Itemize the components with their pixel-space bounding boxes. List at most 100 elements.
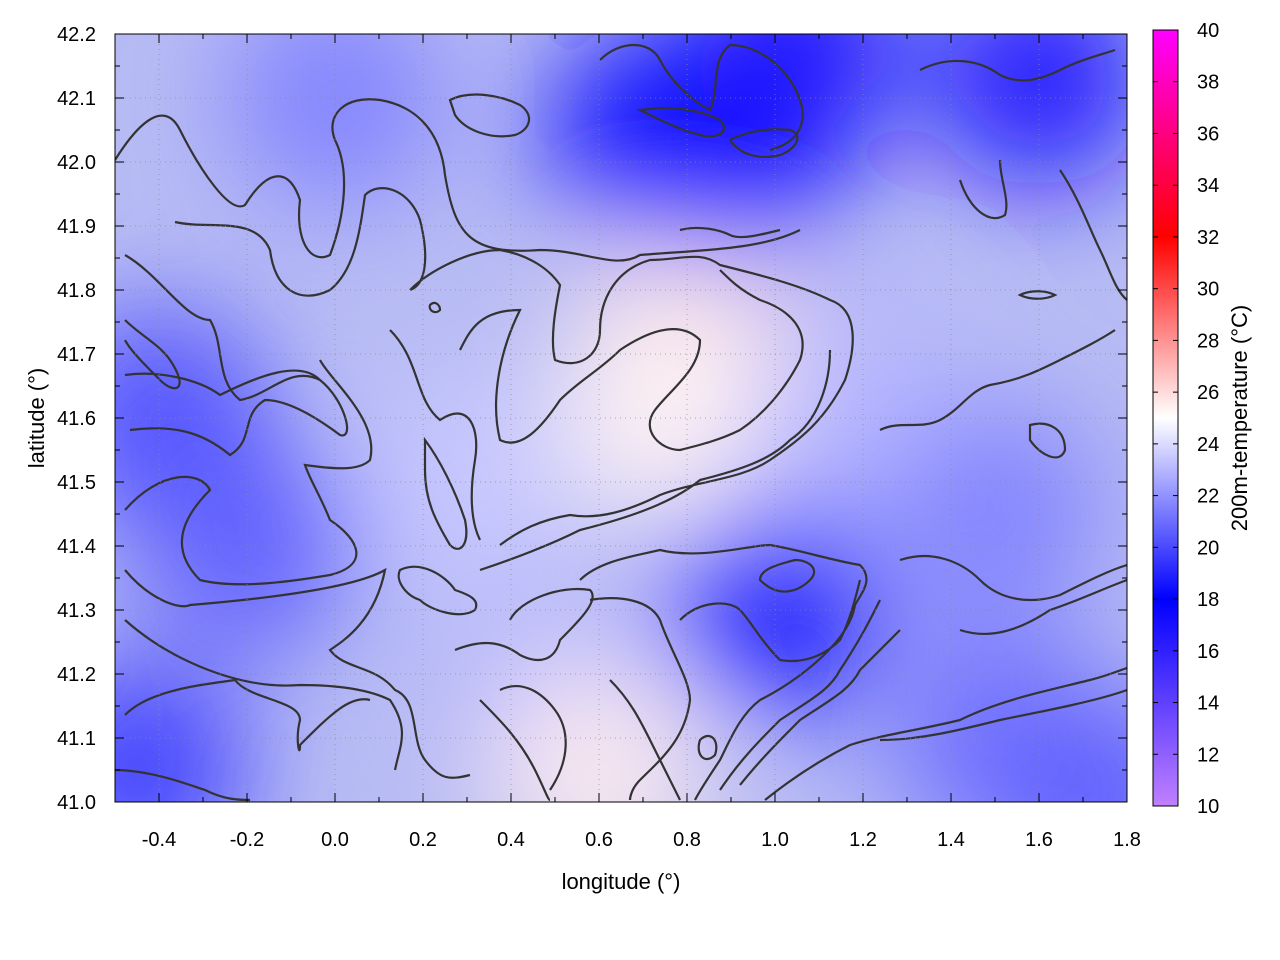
y-axis-tick-labels: 41.0 41.1 41.2 41.3 41.4 41.5 41.6 41.7 41.8 41.9… [57, 24, 96, 814]
contour-line [124, 254, 349, 457]
y-tick-label: 41.0 [57, 792, 96, 814]
contour-line [1017, 290, 1058, 300]
contour-line [579, 543, 868, 801]
contour-line [679, 579, 862, 663]
y-tick-label: 41.6 [57, 408, 96, 430]
contour-line [479, 699, 551, 802]
colorbar-tick-label: 34 [1197, 175, 1219, 197]
contour-line [636, 106, 725, 138]
colorbar-tick-label: 24 [1197, 434, 1219, 456]
contour-lines [115, 43, 1127, 802]
contour-line [758, 558, 816, 593]
colorbar-tick-label: 26 [1197, 382, 1219, 404]
colorbar-label: 200m-temperature (°C) [1227, 305, 1252, 531]
x-tick-label: 0.8 [673, 829, 701, 851]
y-axis-label: latitude (°) [24, 368, 49, 469]
contour-line [697, 734, 718, 761]
contour-line [958, 159, 1008, 220]
contour-line [599, 43, 804, 152]
x-tick-label: -0.2 [230, 829, 264, 851]
contour-line [423, 436, 468, 550]
y-tick-label: 41.3 [57, 600, 96, 622]
colorbar-tick-label: 12 [1197, 744, 1219, 766]
temperature-field-point [225, 34, 445, 208]
contour-line [739, 629, 901, 786]
contour-line [115, 768, 251, 802]
contour-line [479, 349, 832, 572]
y-tick-label: 41.5 [57, 472, 96, 494]
colorbar-tick-label: 10 [1197, 796, 1219, 818]
colorbar-tick-label: 22 [1197, 486, 1219, 508]
y-tick-label: 41.7 [57, 344, 96, 366]
contour-line [499, 685, 567, 791]
contour-line [428, 301, 442, 314]
contour-line [679, 226, 781, 239]
contour-line [764, 666, 1127, 801]
y-tick-label: 41.2 [57, 664, 96, 686]
contour-line [124, 359, 373, 586]
contour-line [115, 98, 801, 262]
y-tick-label: 41.1 [57, 728, 96, 750]
contour-line [174, 187, 427, 297]
temperature-field-point [885, 404, 1105, 624]
colorbar [1152, 29, 1179, 807]
contour-line [728, 128, 799, 158]
contour-line [124, 319, 181, 390]
x-tick-label: -0.4 [142, 829, 176, 851]
contour-line [1028, 422, 1067, 459]
axis-ticks [115, 33, 1128, 803]
x-tick-label: 1.6 [1025, 829, 1053, 851]
x-tick-label: 0.0 [321, 829, 349, 851]
temperature-field [115, 34, 1127, 802]
temperature-field-point [137, 436, 357, 656]
contour-line [409, 248, 854, 546]
x-tick-label: 1.8 [1113, 829, 1141, 851]
y-tick-label: 41.4 [57, 536, 96, 558]
contour-line [124, 369, 321, 397]
x-tick-label: 0.6 [585, 829, 613, 851]
contour-line [589, 597, 692, 801]
contour-line [879, 329, 1116, 431]
contour-line [448, 93, 531, 138]
x-tick-label: 1.4 [937, 829, 965, 851]
contour-line [454, 587, 594, 662]
colorbar-tick-label: 16 [1197, 641, 1219, 663]
y-tick-label: 41.8 [57, 280, 96, 302]
contour-line [879, 688, 1127, 742]
contour-line [719, 599, 881, 791]
y-tick-label: 42.0 [57, 152, 96, 174]
colorbar-tick-label: 18 [1197, 589, 1219, 611]
colorbar-ticks [1153, 29, 1178, 807]
contour-line [124, 619, 404, 771]
temperature-field-point [115, 660, 247, 802]
contour-line [609, 679, 681, 801]
x-axis-tick-labels: -0.4 -0.2 0.0 0.2 0.4 0.6 0.8 1.0 1.2 1.4 1.6 1.8 [142, 829, 1141, 851]
x-tick-label: 1.2 [849, 829, 877, 851]
y-tick-label: 42.1 [57, 88, 96, 110]
temperature-field-point [357, 372, 577, 592]
x-tick-label: 0.4 [497, 829, 525, 851]
x-tick-label: 0.2 [409, 829, 437, 851]
temperature-field-point [687, 34, 907, 157]
colorbar-tick-label: 20 [1197, 537, 1219, 559]
contour-line [899, 555, 1127, 602]
colorbar-tick-label: 38 [1197, 72, 1219, 94]
colorbar-tick-label: 32 [1197, 227, 1219, 249]
temperature-field-point [929, 34, 1127, 189]
contour-line [459, 269, 804, 452]
contour-line [124, 678, 371, 752]
temperature-field-blobs [115, 34, 1127, 802]
temperature-field-point [995, 692, 1127, 802]
contour-line [919, 48, 1116, 82]
colorbar-tick-label: 30 [1197, 279, 1219, 301]
x-tick-label: 1.0 [761, 829, 789, 851]
colorbar-tick-label: 36 [1197, 123, 1219, 145]
colorbar-tick-label: 40 [1197, 20, 1219, 42]
colorbar-tick-label: 28 [1197, 330, 1219, 352]
colorbar-tick-label: 14 [1197, 693, 1219, 715]
contour-line [389, 329, 481, 541]
contour-line [1059, 169, 1127, 301]
y-tick-label: 42.2 [57, 24, 96, 46]
colorbar-tick-labels: 10 12 14 16 18 20 22 24 26 28 30 32 34 36 38 40 [1197, 20, 1219, 818]
